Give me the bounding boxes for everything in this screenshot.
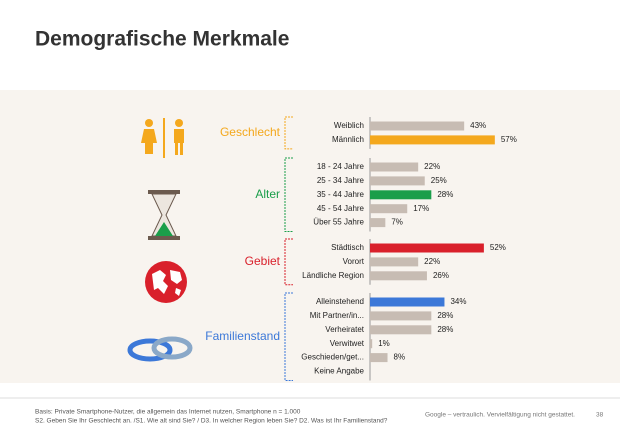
group-bracket xyxy=(284,292,293,381)
value-label: 8% xyxy=(394,353,406,362)
value-label: 1% xyxy=(378,339,390,348)
footer-questions: S2. Geben Sie Ihr Geschlecht an. /S1. Wi… xyxy=(35,418,388,425)
bar xyxy=(370,176,425,186)
bar xyxy=(370,218,386,228)
group-label: Alter xyxy=(255,187,280,201)
bar xyxy=(370,257,419,267)
category-label: 45 - 54 Jahre xyxy=(317,204,365,213)
category-label: Vorort xyxy=(343,257,365,266)
group-label: Geschlecht xyxy=(220,125,281,139)
bar xyxy=(370,243,484,253)
value-label: 25% xyxy=(431,176,447,185)
value-label: 34% xyxy=(450,297,466,306)
category-label: 25 - 34 Jahre xyxy=(317,176,365,185)
bar xyxy=(370,311,432,321)
category-label: Verheiratet xyxy=(325,325,364,334)
page-number: 38 xyxy=(596,412,604,419)
value-label: 43% xyxy=(470,121,486,130)
bar xyxy=(370,190,432,200)
bar xyxy=(370,297,445,307)
bar xyxy=(370,339,373,349)
group-bracket xyxy=(284,116,293,150)
category-label: Männlich xyxy=(332,135,364,144)
bar xyxy=(370,353,388,363)
category-label: Mit Partner/in... xyxy=(310,311,364,320)
bar xyxy=(370,204,408,214)
value-label: 28% xyxy=(437,311,453,320)
value-label: 52% xyxy=(490,243,506,252)
value-label: 17% xyxy=(413,204,429,213)
category-label: Keine Angabe xyxy=(314,367,364,376)
rings-icon xyxy=(127,336,193,362)
category-label: Verwitwet xyxy=(330,339,365,348)
value-label: 28% xyxy=(437,325,453,334)
chart-band xyxy=(0,90,620,383)
footer-basis: Basis: Private Smartphone-Nutzer, die al… xyxy=(35,409,301,416)
category-label: 18 - 24 Jahre xyxy=(317,162,365,171)
footer-confidential: Google – vertraulich. Vervielfältigung n… xyxy=(425,412,575,419)
group-bracket xyxy=(284,238,293,286)
value-label: 7% xyxy=(391,218,403,227)
category-label: Weiblich xyxy=(334,121,364,130)
category-label: Ländliche Region xyxy=(302,271,364,280)
category-label: Alleinstehend xyxy=(316,297,364,306)
bar xyxy=(370,121,465,131)
value-label: 57% xyxy=(501,135,517,144)
group-label: Gebiet xyxy=(245,254,281,268)
group-label: Familienstand xyxy=(205,329,280,343)
category-label: Über 55 Jahre xyxy=(313,218,364,227)
bar xyxy=(370,135,495,145)
slide-title: Demografische Merkmale xyxy=(35,28,289,51)
globe-icon xyxy=(145,261,187,303)
bar xyxy=(370,162,419,172)
category-label: Geschieden/get... xyxy=(301,353,364,362)
bar xyxy=(370,271,427,281)
hourglass-icon xyxy=(148,190,180,240)
group-bracket xyxy=(284,157,293,233)
gender-icon xyxy=(141,118,184,158)
value-label: 22% xyxy=(424,162,440,171)
value-label: 28% xyxy=(437,190,453,199)
category-label: Städtisch xyxy=(331,243,364,252)
bar xyxy=(370,325,432,335)
value-label: 22% xyxy=(424,257,440,266)
value-label: 26% xyxy=(433,271,449,280)
category-label: 35 - 44 Jahre xyxy=(317,190,365,199)
